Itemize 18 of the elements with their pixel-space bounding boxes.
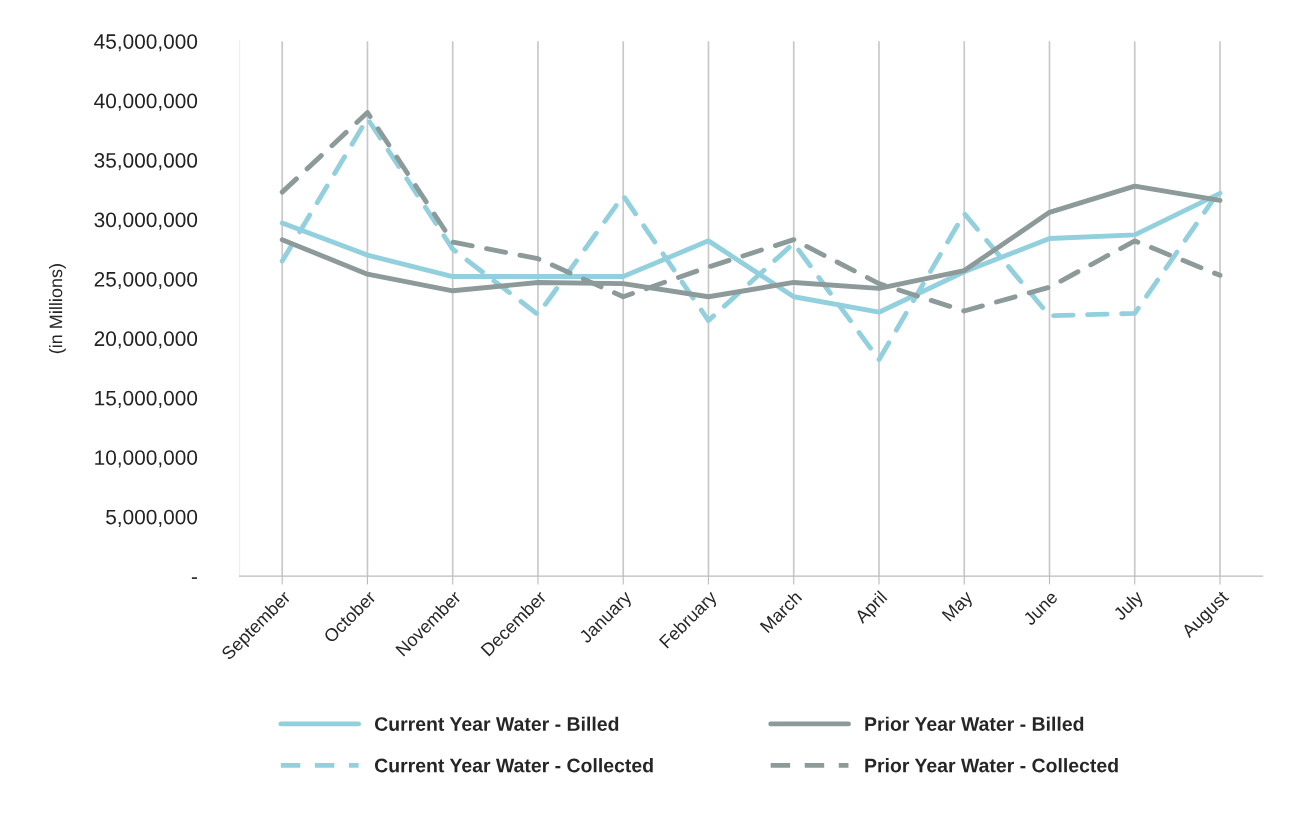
- y-tick-label: 45,000,000: [94, 34, 198, 52]
- x-tick-label: July: [1112, 589, 1147, 624]
- legend-label: Prior Year Water - Billed: [865, 716, 1084, 731]
- y-tick-label: 30,000,000: [94, 212, 198, 230]
- legend-label: Current Year Water - Billed: [374, 716, 619, 731]
- y-tick-label: 20,000,000: [94, 331, 198, 349]
- y-tick-label: 10,000,000: [95, 450, 198, 468]
- y-axis-title: (in Millions): [49, 264, 66, 354]
- legend-label: Current Year Water - Collected: [374, 758, 653, 773]
- y-tick-label: 35,000,000: [94, 153, 198, 171]
- y-tick-label: 40,000,000: [94, 93, 198, 111]
- legend-label: Prior Year Water - Collected: [865, 758, 1118, 773]
- line-series: [279, 110, 1223, 314]
- y-tick-label: 25,000,000: [94, 271, 198, 290]
- y-tick-label: 15,000,000: [95, 390, 198, 408]
- y-tick-label: -: [191, 577, 197, 579]
- x-tick-label: May: [941, 589, 977, 625]
- y-tick-label: 5,000,000: [106, 509, 198, 527]
